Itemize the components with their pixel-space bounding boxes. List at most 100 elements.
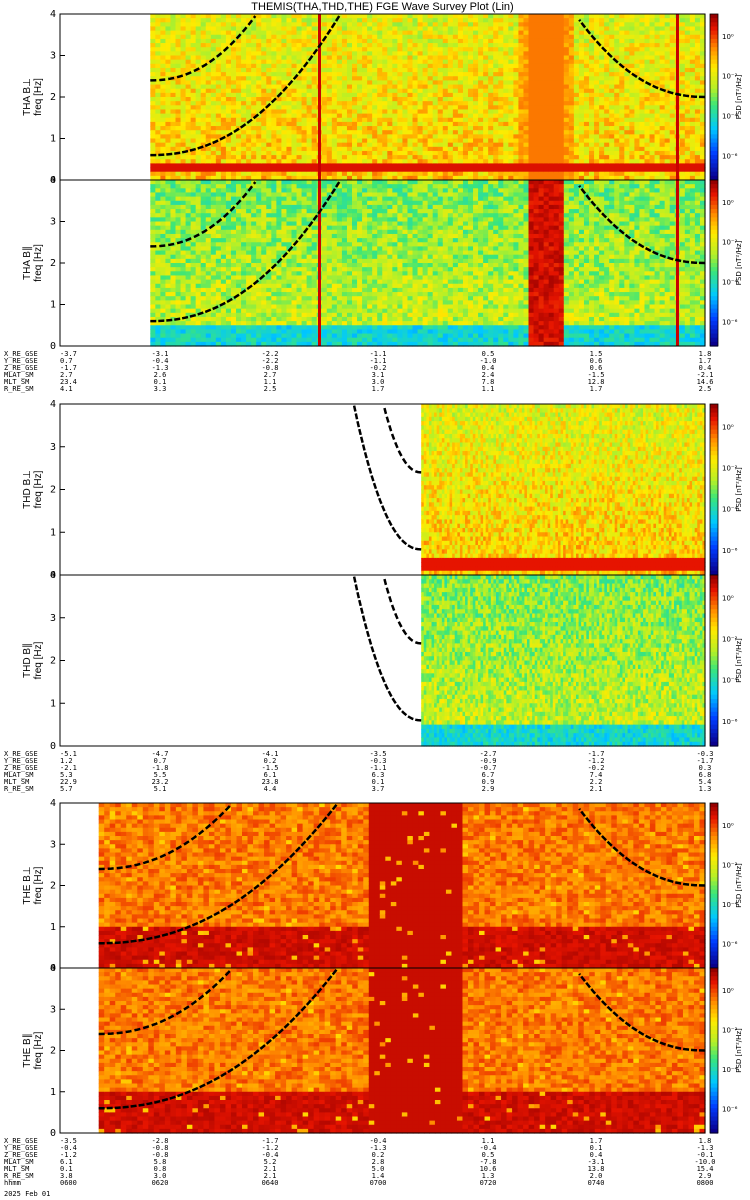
- spectrogram-cell: [529, 105, 535, 110]
- spectrogram-cell: [544, 35, 550, 40]
- spectrogram-cell: [211, 325, 217, 330]
- spectrogram-cell: [695, 155, 701, 160]
- spectrogram-cell: [362, 126, 368, 131]
- spectrogram-cell: [554, 51, 560, 56]
- spectrogram-cell: [206, 80, 212, 85]
- spectrogram-cell: [261, 126, 267, 131]
- spectrogram-cell: [650, 122, 656, 127]
- spectrogram-cell: [357, 105, 363, 110]
- spectrogram-cell: [155, 305, 161, 310]
- spectrogram-cell: [241, 101, 247, 106]
- spectrogram-cell: [342, 80, 348, 85]
- spectrogram-cell: [397, 64, 403, 69]
- spectrogram-cell: [473, 122, 479, 127]
- spectrogram-cell: [276, 155, 282, 160]
- spectrogram-cell: [221, 122, 227, 127]
- spectrogram-cell: [498, 22, 504, 27]
- spectrogram-cell: [357, 139, 363, 144]
- spectrogram-cell: [165, 251, 171, 256]
- spectrogram-cell: [276, 18, 282, 23]
- spectrogram-cell: [665, 147, 671, 152]
- spectrogram-cell: [599, 85, 605, 90]
- spectrogram-cell: [402, 143, 408, 148]
- spectrogram-cell: [312, 80, 318, 85]
- spectrogram-cell: [609, 139, 615, 144]
- spectrogram-cell: [196, 242, 202, 247]
- spectrogram-cell: [463, 31, 469, 36]
- spectrogram-cell: [529, 39, 535, 44]
- spectrogram-cell: [453, 89, 459, 94]
- spectrogram-cell: [337, 114, 343, 119]
- spectrogram-cell: [458, 56, 464, 61]
- spectrogram-cell: [206, 93, 212, 98]
- spectrogram-cell: [176, 134, 182, 139]
- spectrogram-cell: [493, 122, 499, 127]
- spectrogram-cell: [554, 134, 560, 139]
- spectrogram-cell: [342, 93, 348, 98]
- spectrogram-cell: [281, 22, 287, 27]
- spectrogram-cell: [332, 93, 338, 98]
- spectrogram-cell: [176, 126, 182, 131]
- spectrogram-cell: [680, 101, 686, 106]
- spectrogram-cell: [478, 72, 484, 77]
- spectrogram-cell: [292, 126, 298, 131]
- spectrogram-cell: [639, 155, 645, 160]
- spectrogram-cell: [624, 118, 630, 123]
- spectrogram-cell: [564, 64, 570, 69]
- spectrogram-cell: [352, 168, 358, 173]
- spectrogram-cell: [387, 105, 393, 110]
- spectrogram-cell: [589, 51, 595, 56]
- spectrogram-cell: [418, 56, 424, 61]
- spectrogram-cell: [634, 85, 640, 90]
- spectrogram-cell: [584, 60, 590, 65]
- spectrogram-cell: [186, 43, 192, 48]
- spectrogram-cell: [221, 93, 227, 98]
- spectrogram-cell: [160, 35, 166, 40]
- spectrogram-cell: [357, 72, 363, 77]
- spectrogram-cell: [438, 31, 444, 36]
- spectrogram-cell: [539, 60, 545, 65]
- spectrogram-cell: [539, 97, 545, 102]
- spectrogram-cell: [150, 309, 156, 314]
- spectrogram-cell: [312, 26, 318, 31]
- spectrogram-cell: [160, 309, 166, 314]
- spectrogram-cell: [559, 31, 565, 36]
- spectrogram-cell: [650, 60, 656, 65]
- spectrogram-cell: [256, 101, 262, 106]
- spectrogram-cell: [523, 134, 529, 139]
- spectrogram-cell: [347, 168, 353, 173]
- spectrogram-cell: [322, 155, 328, 160]
- spectrogram-cell: [629, 155, 635, 160]
- spectrogram-cell: [695, 76, 701, 81]
- spectrogram-cell: [594, 147, 600, 152]
- spectrogram-cell: [473, 31, 479, 36]
- spectrogram-cell: [352, 80, 358, 85]
- spectrogram-cell: [624, 122, 630, 127]
- spectrogram-cell: [397, 143, 403, 148]
- spectrogram-cell: [579, 39, 585, 44]
- spectrogram-cell: [181, 39, 187, 44]
- spectrogram-cell: [271, 85, 277, 90]
- spectrogram-cell: [322, 114, 328, 119]
- colorbar-swatch: [710, 130, 718, 135]
- spectrogram-cell: [165, 288, 171, 293]
- spectrogram-cell: [281, 134, 287, 139]
- spectrogram-cell: [539, 76, 545, 81]
- spectrogram-cell: [639, 139, 645, 144]
- spectrogram-cell: [246, 163, 252, 168]
- spectrogram-cell: [619, 89, 625, 94]
- spectrogram-cell: [206, 139, 212, 144]
- spectrogram-cell: [498, 101, 504, 106]
- spectrogram-cell: [564, 60, 570, 65]
- spectrogram-cell: [569, 18, 575, 23]
- spectrogram-cell: [332, 147, 338, 152]
- spectrogram-cell: [281, 51, 287, 56]
- spectrogram-cell: [191, 288, 197, 293]
- spectrogram-cell: [191, 76, 197, 81]
- spectrogram-cell: [322, 43, 328, 48]
- spectrogram-cell: [619, 168, 625, 173]
- spectrogram-cell: [463, 118, 469, 123]
- spectrogram-cell: [413, 126, 419, 131]
- spectrogram-cell: [438, 101, 444, 106]
- spectrogram-cell: [574, 47, 580, 52]
